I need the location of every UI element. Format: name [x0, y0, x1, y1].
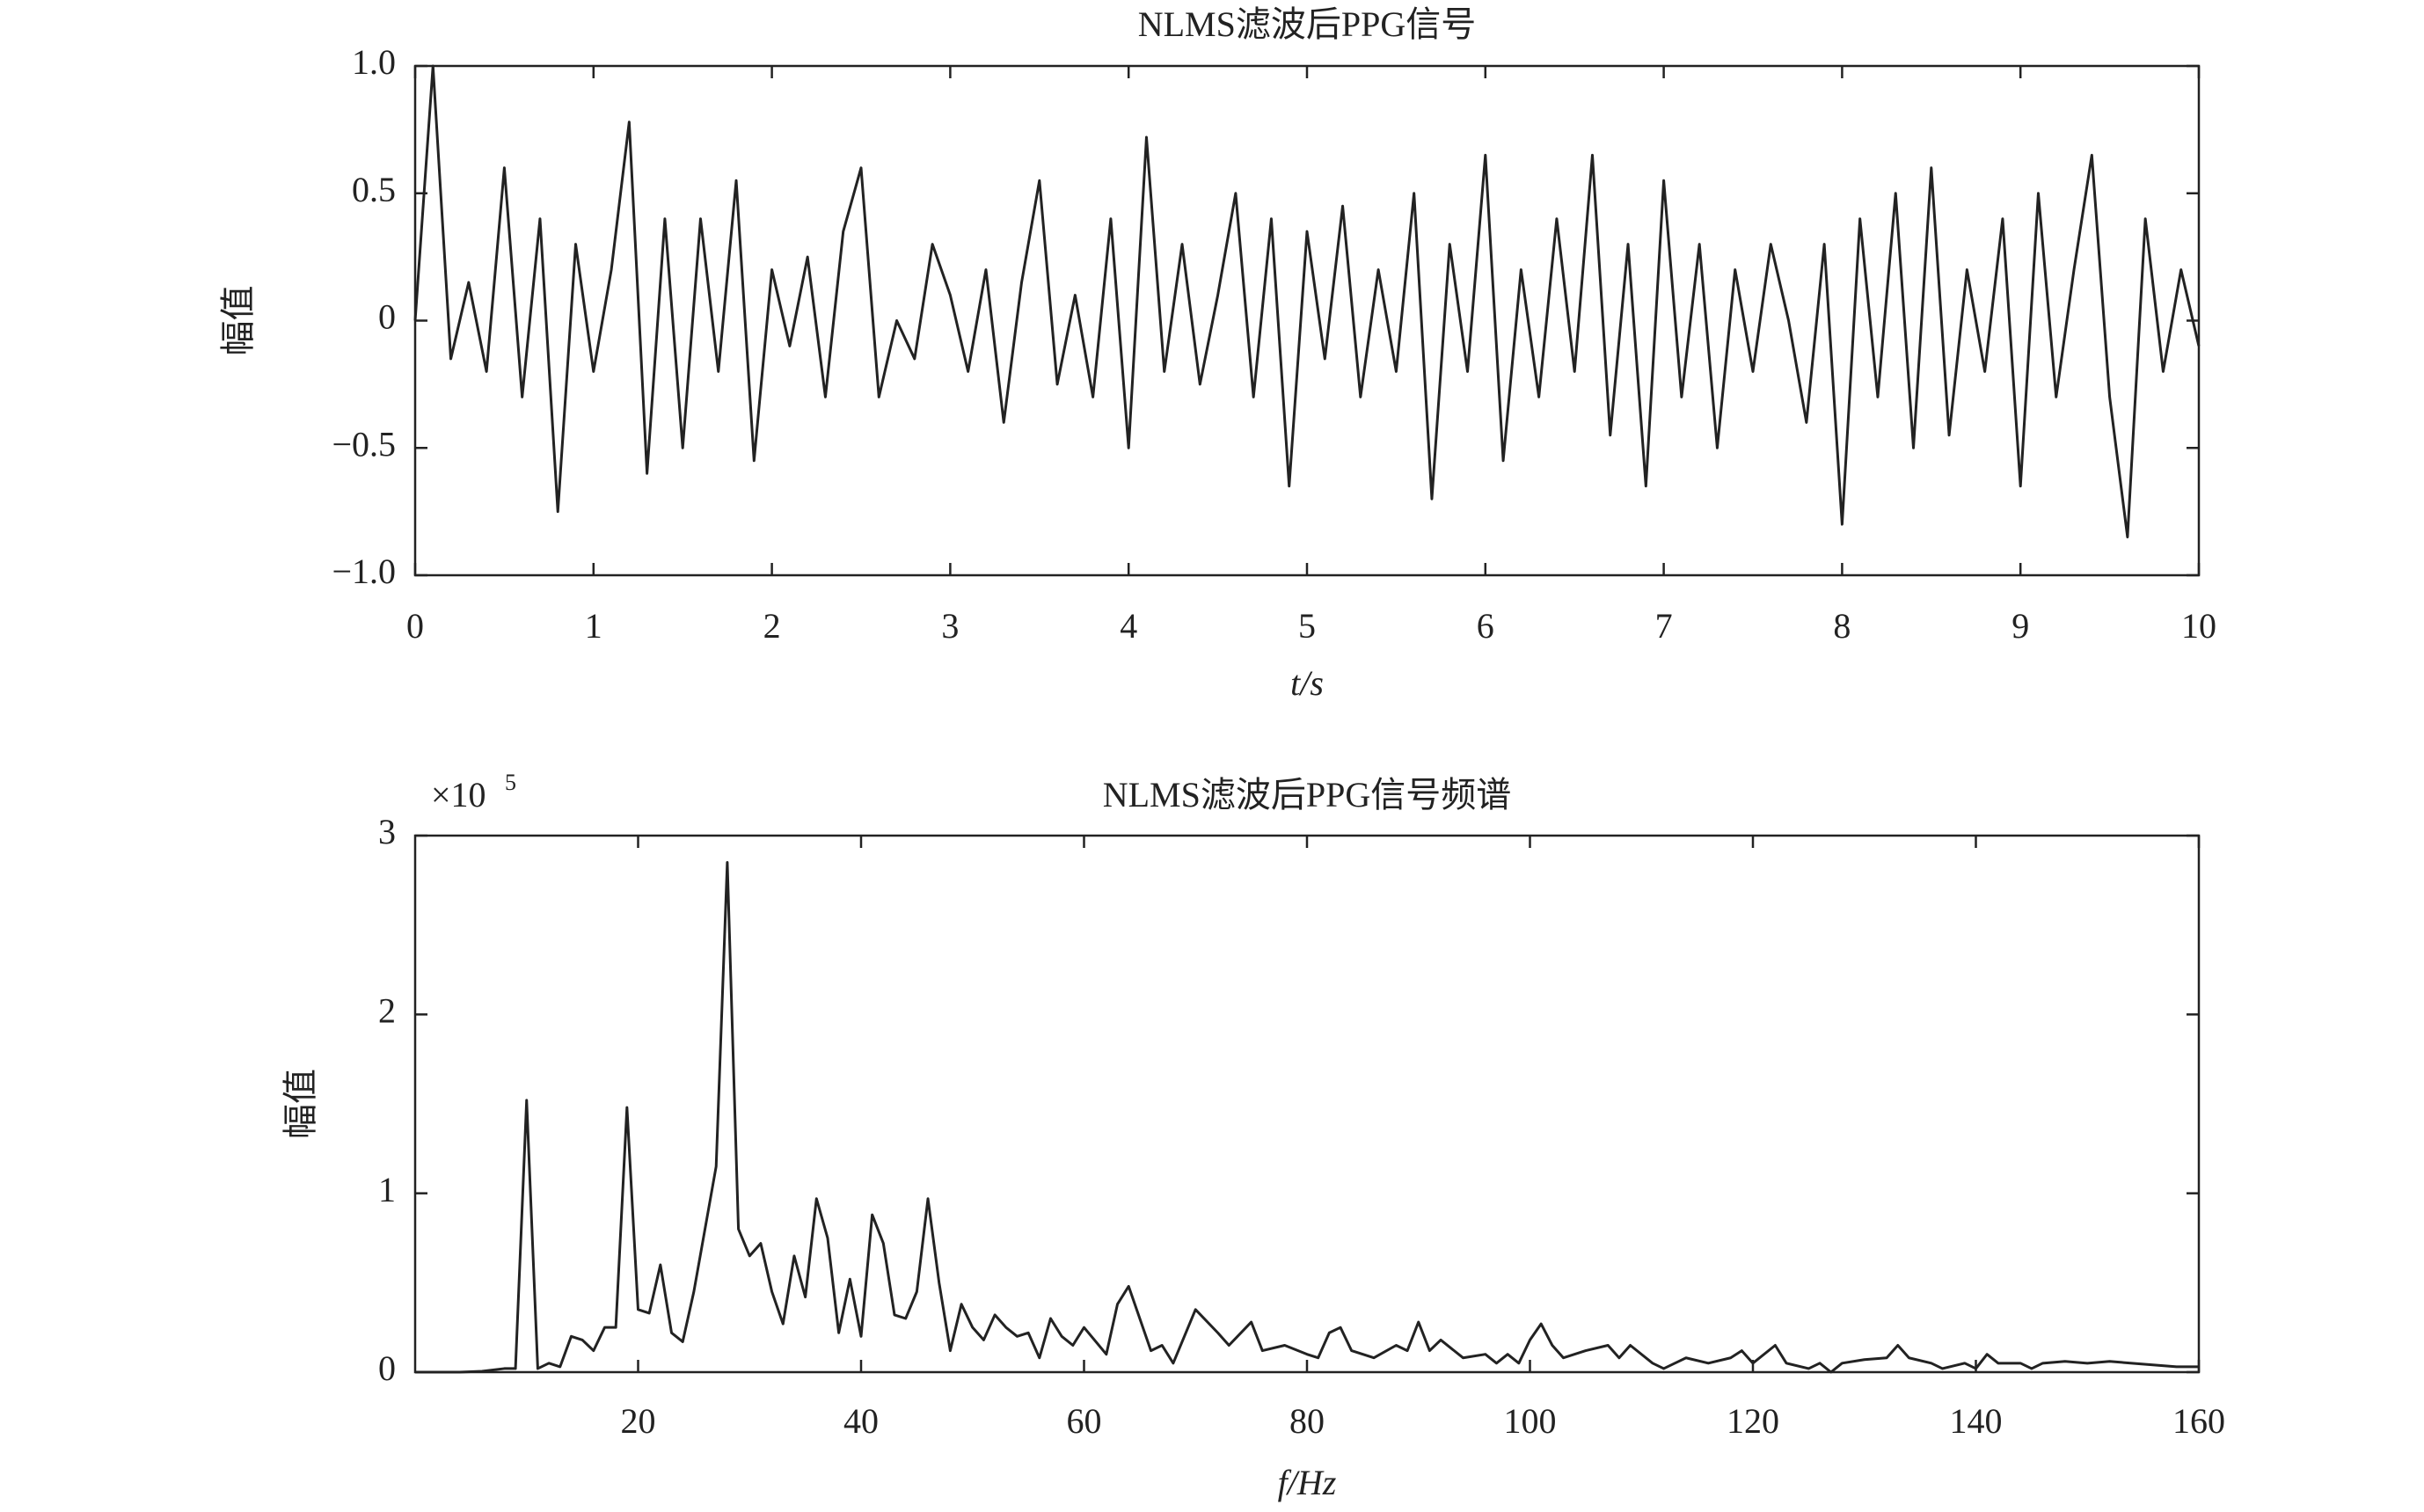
x-tick-label: 100 [1504, 1401, 1557, 1441]
x-tick-label: 3 [941, 606, 959, 646]
x-tick-label: 1 [585, 606, 602, 646]
plot-frame [413, 834, 2201, 1374]
y-tick-label: 2 [378, 991, 396, 1031]
x-tick-label: 6 [1477, 606, 1494, 646]
x-tick-label: 8 [1833, 606, 1851, 646]
x-tick-label: 5 [1298, 606, 1316, 646]
y-tick-label: 1.0 [352, 42, 396, 82]
y-tick-label: 1 [378, 1170, 396, 1209]
signal-line [415, 861, 2199, 1374]
y-scale-label: ×10 [431, 775, 486, 814]
chart-title: NLMS滤波后PPG信号频谱 [1103, 775, 1512, 814]
y-tick-label: −1.0 [332, 551, 396, 591]
x-tick-label: 60 [1067, 1401, 1102, 1441]
y-tick-label: −0.5 [332, 424, 396, 464]
x-tick-label: 2 [763, 606, 781, 646]
x-tick-label: 0 [406, 606, 424, 646]
x-tick-label: 7 [1655, 606, 1673, 646]
x-tick-label: 140 [1950, 1401, 2003, 1441]
y-tick-label: 0.5 [352, 170, 396, 209]
signal-line [413, 64, 2201, 539]
x-axis-label: t/s [1290, 663, 1324, 703]
x-tick-label: 20 [621, 1401, 656, 1441]
y-axis-label: 幅值 [281, 1069, 320, 1139]
x-tick-label: 120 [1727, 1401, 1779, 1441]
x-tick-label: 40 [843, 1401, 879, 1441]
y-tick-label: 3 [378, 812, 396, 851]
x-tick-label: 10 [2181, 606, 2216, 646]
plot-frame [413, 64, 2201, 577]
x-tick-label: 4 [1120, 606, 1137, 646]
x-axis-label: f/Hz [1278, 1463, 1337, 1502]
x-tick-label: 160 [2172, 1401, 2225, 1441]
y-tick-label: 0 [378, 297, 396, 337]
y-tick-label: 0 [378, 1348, 396, 1388]
y-scale-exponent: 5 [505, 770, 516, 795]
x-tick-label: 9 [2011, 606, 2029, 646]
y-axis-label: 幅值 [218, 286, 258, 356]
x-tick-label: 80 [1289, 1401, 1325, 1441]
chart-title: NLMS滤波后PPG信号 [1138, 4, 1477, 44]
